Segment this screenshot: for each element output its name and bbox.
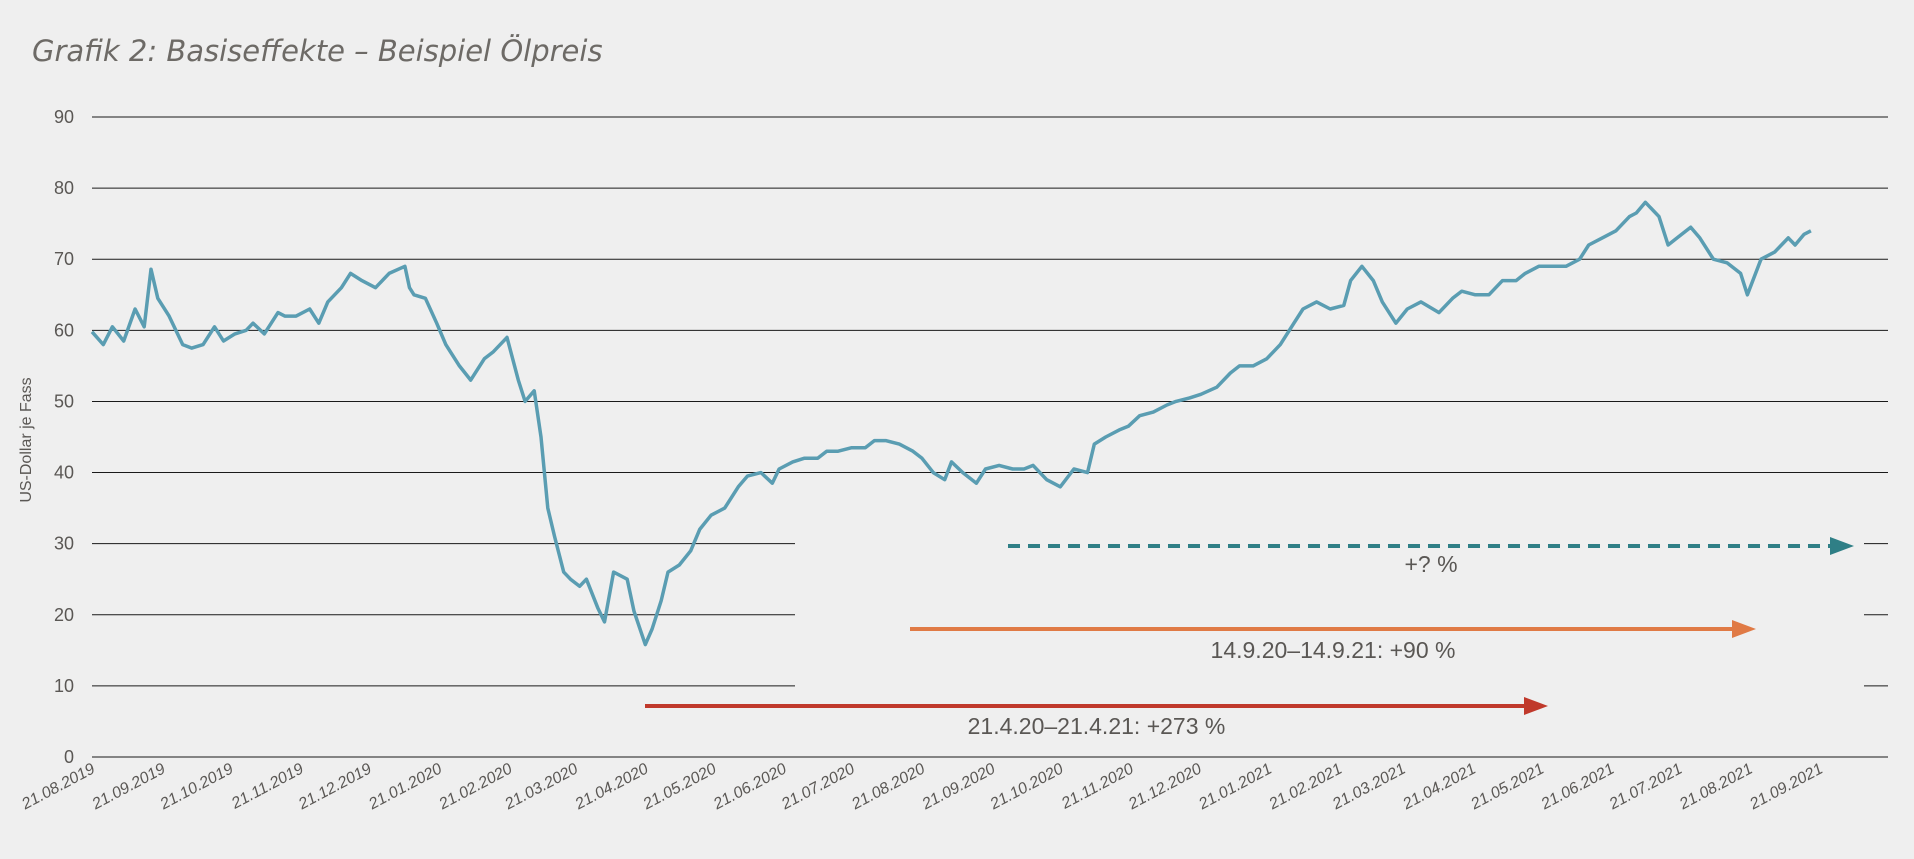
x-axis-ticks: 21.08.201921.09.201921.10.201921.11.2019… <box>18 760 1826 813</box>
x-tick-label: 21.08.2021 <box>1676 761 1756 814</box>
y-tick-label: 60 <box>54 320 74 340</box>
x-tick-label: 21.06.2020 <box>710 760 790 813</box>
annotation-layer: 21.4.20–21.4.21: +273 % 14.9.20–14.9.21:… <box>645 537 1854 739</box>
y-tick-label: 50 <box>54 391 74 411</box>
arrow-unknown-percent-label: +? % <box>1404 551 1457 577</box>
y-tick-label: 0 <box>64 747 74 767</box>
x-tick-label: 21.05.2020 <box>640 760 720 813</box>
x-tick-label: 21.05.2021 <box>1467 761 1547 814</box>
x-tick-label: 21.01.2021 <box>1195 761 1275 814</box>
arrow-273-percent-label: 21.4.20–21.4.21: +273 % <box>968 713 1226 739</box>
x-tick-label: 21.11.2020 <box>1058 760 1137 813</box>
x-tick-label: 21.12.2019 <box>295 760 375 813</box>
y-axis-label: US-Dollar je Fass <box>18 377 35 502</box>
x-tick-label: 21.03.2020 <box>501 760 581 813</box>
arrow-unknown-percent-head <box>1830 537 1854 555</box>
x-tick-label: 21.08.2019 <box>18 760 98 813</box>
y-tick-label: 90 <box>54 107 74 127</box>
y-tick-label: 80 <box>54 178 74 198</box>
x-tick-label: 21.04.2020 <box>572 760 652 813</box>
y-axis-ticks: 0 10 20 30 40 50 60 70 80 90 <box>54 107 74 767</box>
arrow-90-percent-head <box>1732 620 1756 638</box>
y-tick-label: 10 <box>54 676 74 696</box>
x-tick-label: 21.08.2020 <box>848 760 928 813</box>
x-tick-label: 21.09.2021 <box>1746 761 1826 814</box>
x-tick-label: 21.04.2021 <box>1399 761 1479 814</box>
x-tick-label: 21.09.2020 <box>919 760 999 813</box>
y-tick-label: 30 <box>54 534 74 554</box>
y-tick-label: 70 <box>54 249 74 269</box>
grid-layer <box>92 116 1888 758</box>
series-line <box>90 200 1812 647</box>
x-tick-label: 21.07.2021 <box>1606 761 1686 814</box>
y-tick-label: 40 <box>54 463 74 483</box>
series-layer <box>90 200 1812 647</box>
x-tick-label: 21.11.2019 <box>228 760 307 813</box>
arrow-273-percent-head <box>1524 697 1548 715</box>
y-tick-label: 20 <box>54 605 74 625</box>
x-tick-label: 21.06.2021 <box>1538 761 1618 814</box>
x-tick-label: 21.07.2020 <box>778 760 858 813</box>
x-tick-label: 21.10.2019 <box>157 760 237 813</box>
x-tick-label: 21.10.2020 <box>987 760 1067 813</box>
chart-title: Grafik 2: Basiseffekte – Beispiel Ölprei… <box>32 34 603 68</box>
x-tick-label: 21.12.2020 <box>1125 760 1205 813</box>
x-tick-label: 21.01.2020 <box>365 760 445 813</box>
arrow-90-percent-label: 14.9.20–14.9.21: +90 % <box>1211 637 1456 663</box>
x-tick-label: 21.09.2019 <box>89 760 169 813</box>
x-tick-label: 21.02.2020 <box>436 760 516 813</box>
